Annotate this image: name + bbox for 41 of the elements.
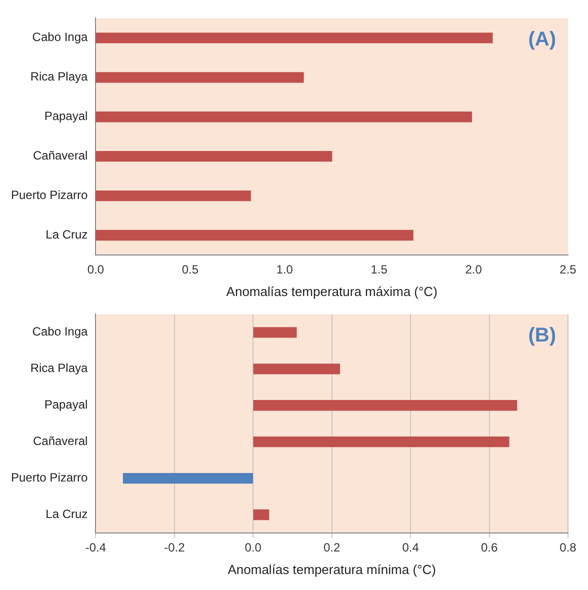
x-tick-label: 0.4 bbox=[402, 540, 420, 555]
bar bbox=[96, 190, 251, 202]
y-tick-label: Rica Playa bbox=[30, 361, 88, 376]
x-tick-label: 2.5 bbox=[560, 262, 577, 277]
bar bbox=[253, 364, 340, 374]
bar bbox=[253, 509, 270, 520]
bar bbox=[96, 151, 332, 162]
y-tick-label: Cabo Inga bbox=[32, 30, 88, 44]
annotation: (A) bbox=[528, 28, 556, 51]
y-tick-label: Puerto Pizarro bbox=[10, 188, 88, 202]
x-tick-label: 1.0 bbox=[276, 262, 294, 277]
y-tick-label: Papayal bbox=[44, 109, 88, 124]
bar bbox=[96, 72, 304, 83]
bar bbox=[253, 327, 297, 338]
x-axis-title: Anomalías temperatura máxima (°C) bbox=[226, 284, 438, 299]
y-tick-label: La Cruz bbox=[46, 507, 88, 522]
bar bbox=[96, 230, 414, 241]
x-tick-label: 0.5 bbox=[182, 262, 199, 277]
bar bbox=[122, 472, 253, 484]
x-tick-label: 0.0 bbox=[244, 540, 262, 555]
y-tick-label: Cañaveral bbox=[32, 148, 88, 163]
x-tick-label: 0.6 bbox=[480, 540, 498, 555]
x-tick-label: 1.5 bbox=[370, 262, 388, 277]
x-tick-label: -0.2 bbox=[164, 540, 186, 555]
bar bbox=[253, 400, 518, 411]
x-tick-label: 0.8 bbox=[560, 540, 577, 555]
annotation: (B) bbox=[528, 324, 556, 347]
x-tick-label: 2.0 bbox=[465, 262, 482, 277]
x-tick-label: -0.4 bbox=[85, 540, 106, 555]
y-tick-label: Cañaveral bbox=[32, 434, 88, 448]
y-tick-label: Puerto Pizarro bbox=[10, 470, 88, 485]
x-tick-label: 0.2 bbox=[324, 540, 341, 555]
y-tick-label: Papayal bbox=[44, 398, 88, 412]
bar bbox=[253, 436, 510, 448]
y-tick-label: Rica Playa bbox=[30, 70, 88, 84]
x-tick-label: 0.0 bbox=[87, 262, 104, 277]
bar bbox=[96, 32, 493, 44]
bar bbox=[96, 112, 472, 122]
y-tick-label: La Cruz bbox=[46, 228, 88, 242]
x-axis-title: Anomalías temperatura mínima (°C) bbox=[228, 562, 436, 577]
y-tick-label: Cabo Inga bbox=[32, 324, 88, 339]
